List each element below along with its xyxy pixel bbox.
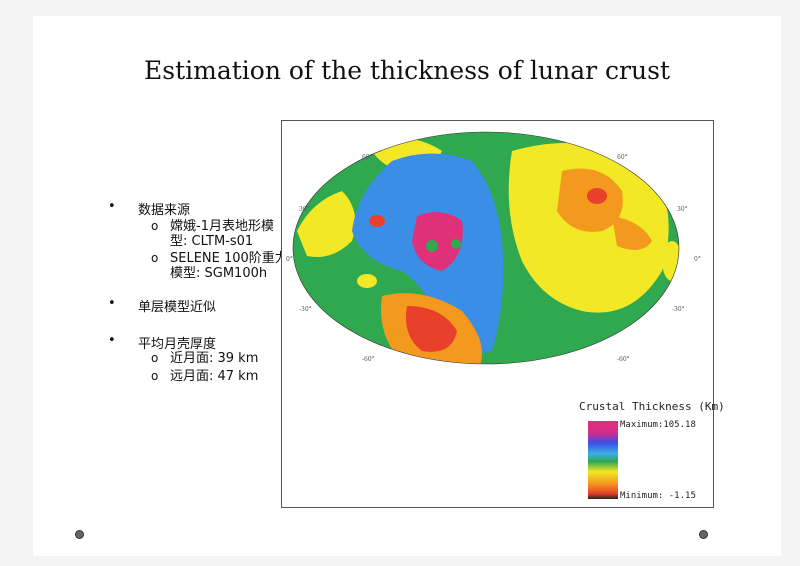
sub-item-line: 远月面: 47 km (170, 369, 259, 384)
farside-max-zone (587, 188, 607, 204)
grid-label: -60° (362, 356, 375, 363)
punch-hole-left (75, 530, 84, 539)
legend-min-label: Minimum: -1.15 (620, 491, 696, 501)
grid-label: -30° (299, 306, 312, 313)
farside-orange-patch (612, 216, 652, 250)
sub-marker: o (151, 369, 159, 383)
bullet-marker: • (108, 199, 116, 214)
grid-label: 60° (617, 154, 628, 161)
sub-item-line: 型: CLTM-s01 (170, 234, 254, 249)
sub-marker: o (151, 251, 159, 265)
map-outline (292, 131, 680, 365)
highland-patch (357, 274, 377, 288)
crust-thickness-figure: 60° 60° 30° 30° 0° 0° -30° -30° -60° -60… (281, 120, 725, 508)
grid-label: -30° (672, 306, 685, 313)
sub-item-line: SELENE 100阶重力 (170, 251, 288, 266)
bullet-label: 平均月壳厚度 (138, 337, 217, 352)
grid-label: 60° (362, 154, 373, 161)
slide-title: Estimation of the thickness of lunar cru… (144, 56, 670, 85)
mascon-basin (451, 239, 461, 249)
sub-item-line: 嫦娥-1月表地形模 (170, 219, 274, 234)
sub-marker: o (151, 351, 159, 365)
crust-thickness-map: 60° 60° 30° 30° 0° 0° -30° -30° -60° -60… (286, 131, 701, 499)
sub-item-line: 模型: SGM100h (170, 266, 268, 281)
bullet-marker: • (108, 296, 116, 311)
legend-title: Crustal Thickness (Km) (579, 400, 725, 413)
legend-max-label: Maximum:105.18 (620, 420, 696, 430)
slide-page: Estimation of the thickness of lunar cru… (33, 16, 781, 556)
crater-patch (369, 215, 385, 227)
bullet-label: 数据来源 (138, 203, 191, 218)
grid-label: 0° (694, 256, 701, 263)
grid-label: 30° (677, 206, 688, 213)
punch-hole-right (699, 530, 708, 539)
west-highland (297, 191, 356, 257)
grid-label: -60° (617, 356, 630, 363)
mascon-basin (426, 240, 438, 252)
nearside-thin-zone (412, 212, 463, 271)
bullet-label: 单层模型近似 (138, 300, 217, 315)
south-thick-zone (406, 306, 457, 352)
sub-marker: o (151, 219, 159, 233)
grid-label: 30° (299, 206, 310, 213)
bullet-marker: • (108, 333, 116, 348)
color-scale-bar (588, 421, 618, 499)
grid-label: 0° (286, 256, 293, 263)
sub-item-line: 近月面: 39 km (170, 351, 259, 366)
